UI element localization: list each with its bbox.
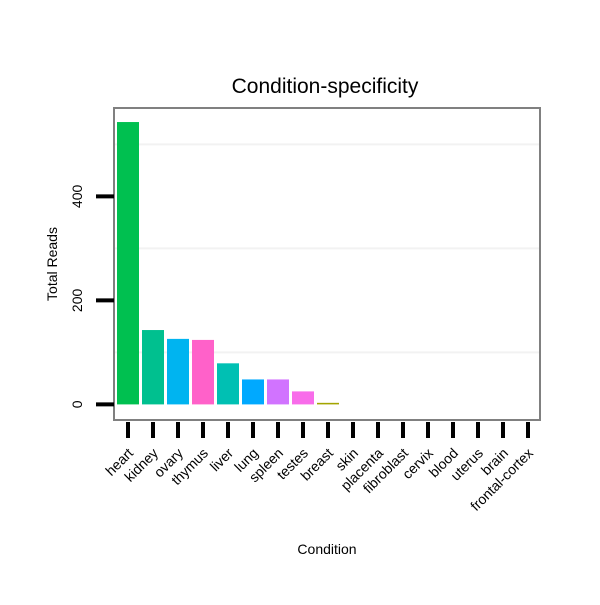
x-tick-label-liver: liver [207,445,237,475]
bar-liver [217,363,239,405]
bar-thymus [192,339,214,405]
y-axis-title: Total Reads [44,227,60,301]
chart-title: Condition-specificity [232,75,419,98]
plot-border [113,107,541,421]
bar-lung [242,379,264,405]
x-axis-title: Condition [297,541,356,557]
bar-heart [117,122,139,405]
y-tick-label-0: 0 [69,400,85,408]
y-axis: 0 200 400 [69,185,114,408]
bar-ovary [167,338,189,405]
y-tick-label-400: 400 [69,185,85,209]
x-axis: heartkidneyovarythymusliverlungspleentes… [102,422,536,514]
bar-testes [292,391,314,405]
bar-breast [317,402,339,405]
bar-spleen [267,379,289,405]
y-tick-label-200: 200 [69,289,85,313]
bar-kidney [142,330,164,405]
bars-layer [117,122,339,405]
